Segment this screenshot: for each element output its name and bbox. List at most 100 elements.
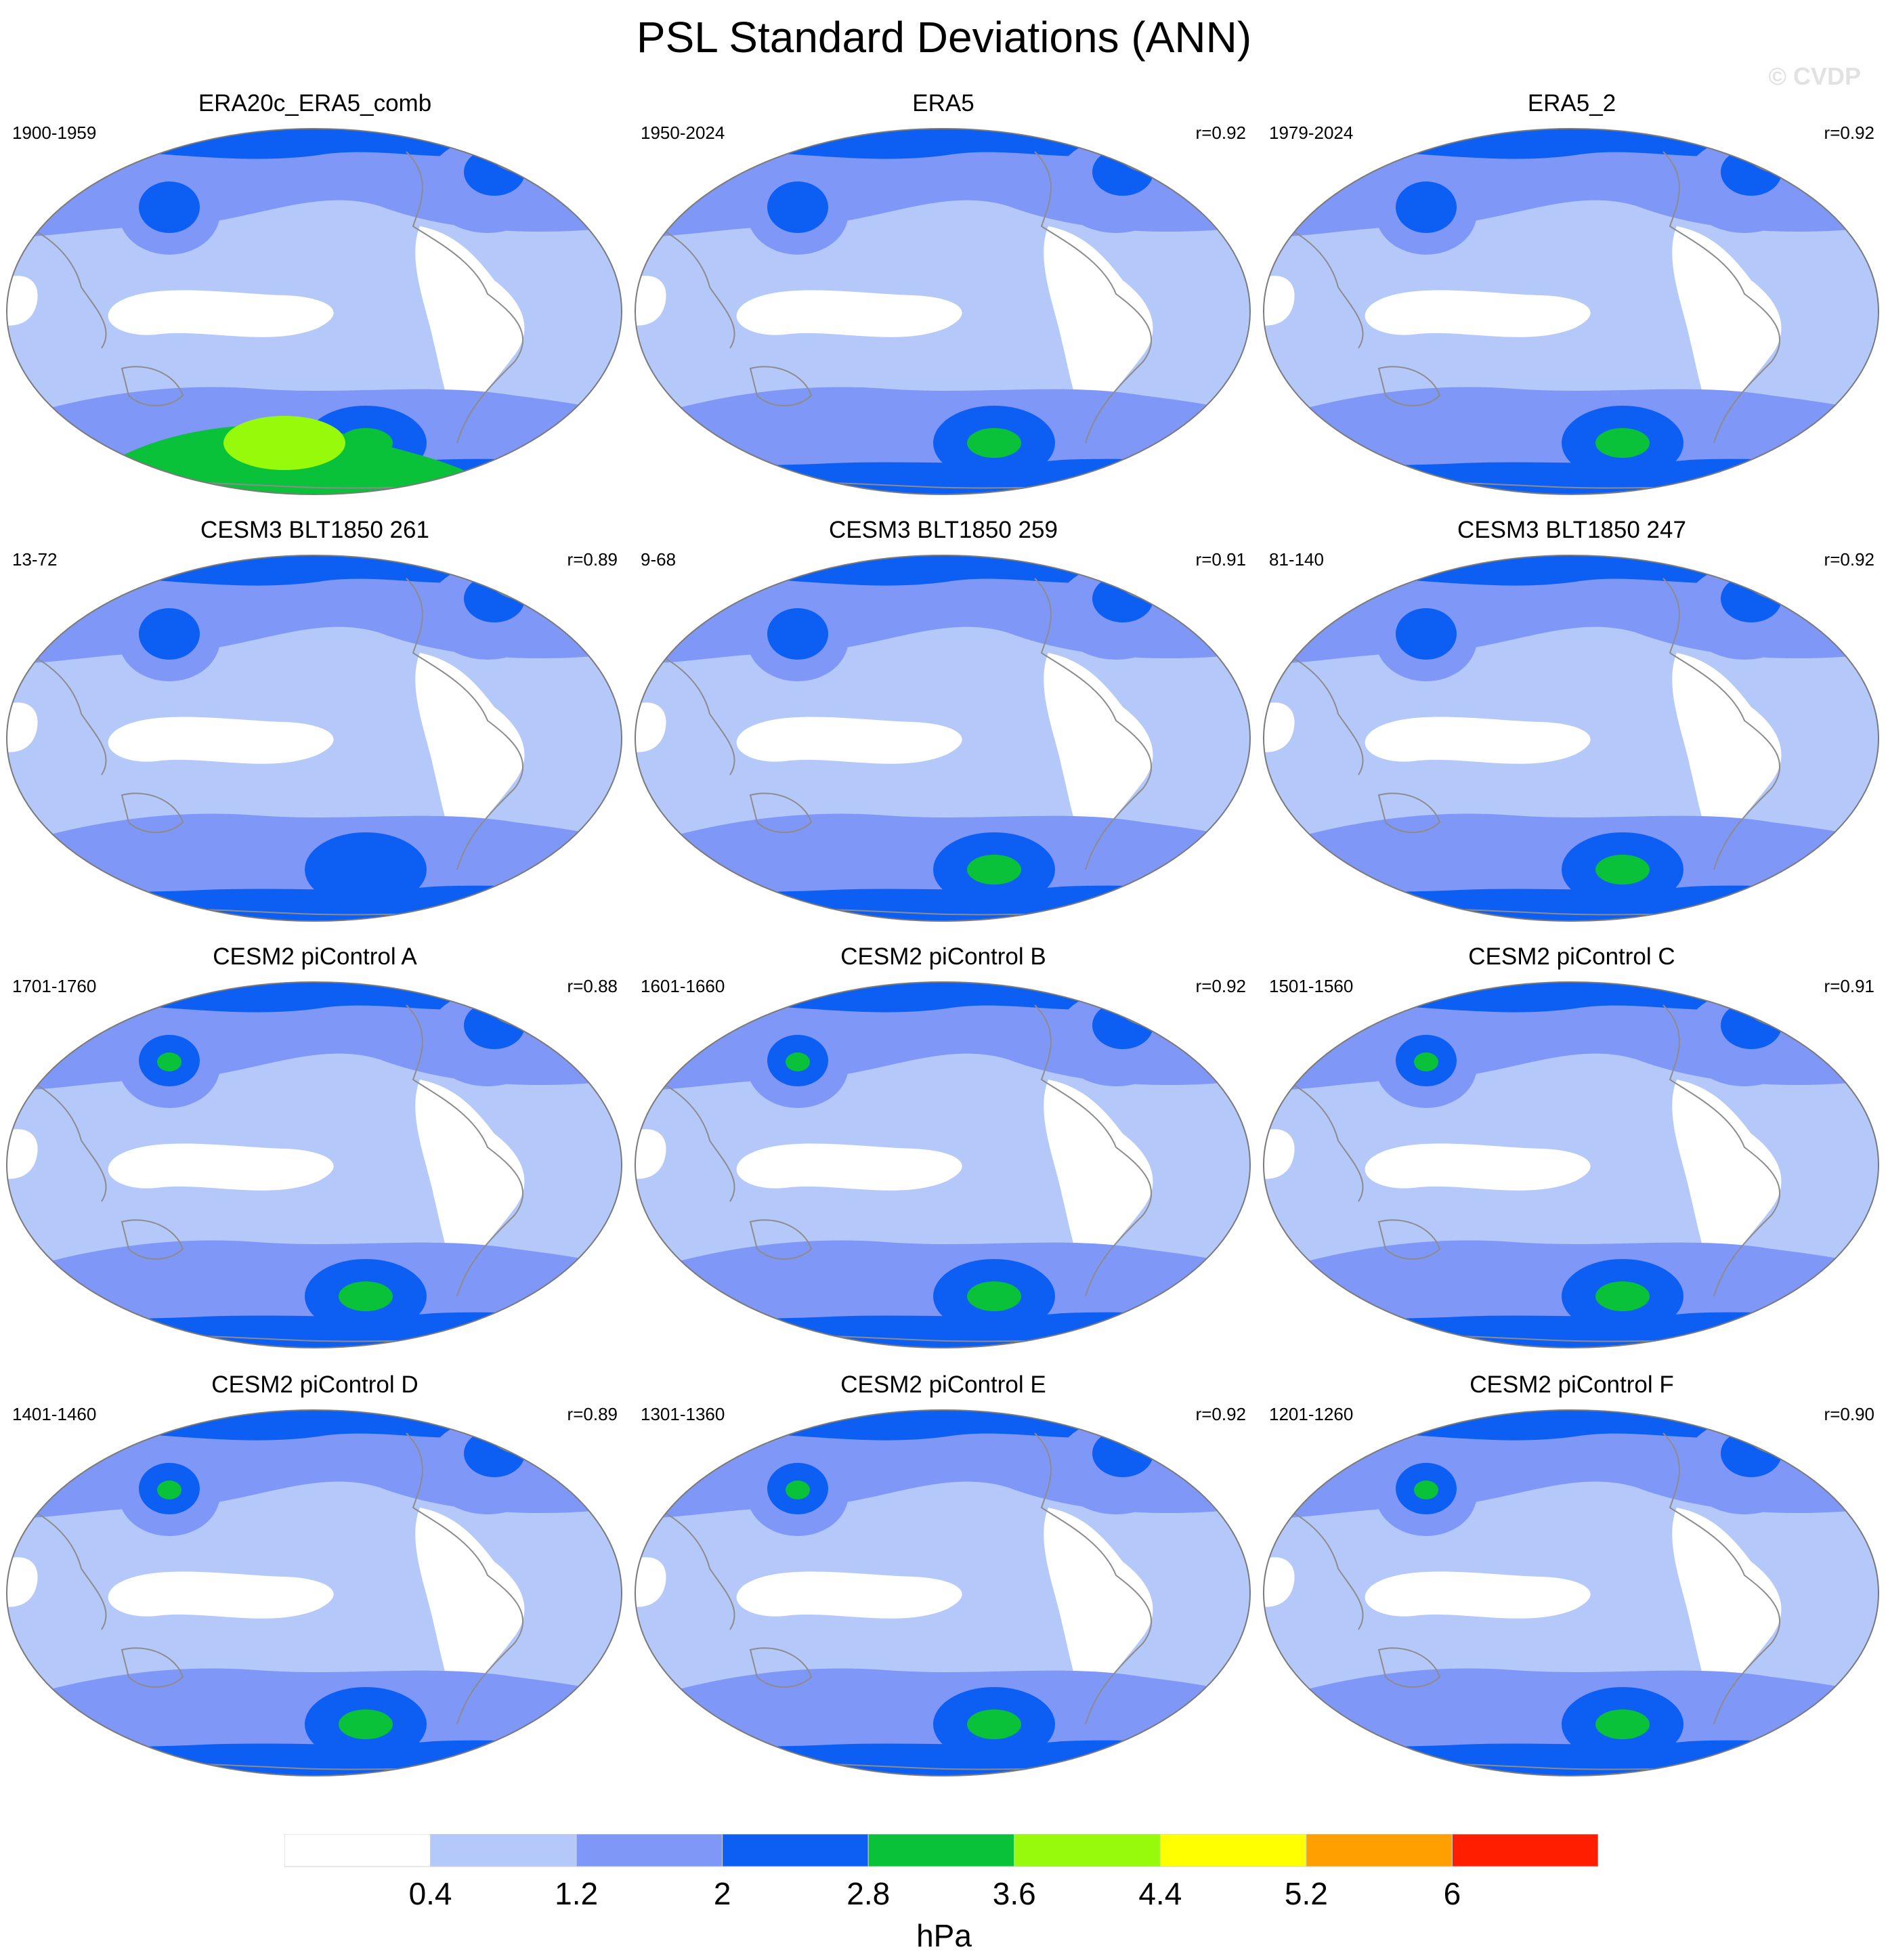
psl-contour-tropical-min (1365, 717, 1591, 764)
panel-title: CESM3 BLT1850 247 (1457, 517, 1686, 543)
psl-contour-amundsen-core (1595, 1709, 1650, 1739)
panel-years: 13-72 (12, 549, 58, 570)
psl-contour-aleutian-low (767, 182, 828, 233)
psl-stddev-map (1263, 555, 1879, 922)
psl-contour-continent-min (415, 653, 525, 856)
psl-contour-aleutian-core (157, 1052, 181, 1071)
psl-contour-tropical-min (1365, 1143, 1591, 1191)
colorbar-swatch (576, 1834, 723, 1867)
psl-contour-tropical-min (108, 1143, 334, 1191)
psl-contour-amundsen-low (305, 832, 427, 907)
psl-stddev-map (6, 1409, 622, 1776)
psl-stddev-map (635, 128, 1251, 495)
psl-contour-tropical-min (736, 717, 962, 764)
colorbar-tick-label: 2.8 (846, 1876, 891, 1911)
colorbar-tick-label: 3.6 (992, 1876, 1036, 1911)
psl-contour-antarctic (1264, 1312, 1879, 1348)
panel-years: 1601-1660 (641, 976, 725, 996)
map-border (6, 1409, 622, 1776)
map-panel: CESM2 piControl E 1301-1360 r=0.92 (628, 1368, 1258, 1792)
psl-contour-continent-min (1044, 1080, 1153, 1283)
psl-stddev-map (1263, 1409, 1879, 1776)
psl-contour-amundsen-core (1595, 428, 1650, 458)
map-panel: CESM2 piControl C 1501-1560 r=0.91 (1257, 940, 1887, 1364)
colorbar-swatch (1451, 1834, 1598, 1867)
panel-years: 1401-1460 (12, 1404, 97, 1424)
panel-title: CESM2 piControl D (211, 1371, 419, 1398)
psl-stddev-map (6, 981, 622, 1348)
colorbar-swatch (284, 1834, 431, 1867)
psl-stddev-map (1263, 128, 1879, 495)
map-panel: CESM3 BLT1850 247 81-140 r=0.92 (1257, 513, 1887, 937)
figure-title: PSL Standard Deviations (ANN) (636, 13, 1252, 62)
colorbar-swatch (1306, 1834, 1453, 1867)
psl-contour-continent-min (1672, 1080, 1782, 1283)
panel-years: 1950-2024 (641, 123, 725, 143)
psl-contour-amundsen-core (967, 428, 1021, 458)
colorbar-tick-label: 4.4 (1138, 1876, 1182, 1911)
panel-years: 1301-1360 (641, 1404, 725, 1424)
psl-contour-antarctic (7, 1312, 622, 1348)
map-panel: CESM3 BLT1850 261 13-72 r=0.89 (0, 513, 630, 937)
map-border (635, 555, 1251, 922)
cvdp-watermark: © CVDP (1768, 62, 1861, 90)
panel-title: CESM3 BLT1850 261 (200, 517, 429, 543)
psl-contour-antarctic (635, 459, 1250, 494)
psl-contour-continent-min (1672, 653, 1782, 856)
psl-contour-tropical-min (108, 717, 334, 764)
map-border (6, 555, 622, 922)
psl-contour-tropical-min (108, 1571, 334, 1619)
panel-pattern-correlation: r=0.88 (567, 976, 618, 996)
psl-contour-continent-min (1044, 1508, 1153, 1711)
psl-contour-antarctic (1264, 885, 1879, 921)
psl-stddev-map (635, 981, 1251, 1348)
psl-contour-continent-min (1044, 226, 1153, 429)
panel-years: 1501-1560 (1269, 976, 1354, 996)
psl-contour-antarctic (635, 1740, 1250, 1776)
psl-contour-antarctic (7, 885, 622, 921)
panel-title: ERA5 (912, 90, 974, 116)
psl-contour-continent-min (415, 1080, 525, 1283)
psl-stddev-map (635, 555, 1251, 922)
psl-contour-aleutian-core (786, 1052, 810, 1071)
psl-stddev-map (635, 1409, 1251, 1776)
psl-contour-aleutian-low (139, 608, 200, 660)
psl-contour-amundsen-core (967, 855, 1021, 885)
psl-contour-amundsen-core (339, 1709, 393, 1739)
psl-contour-continent-min (1672, 1508, 1782, 1711)
psl-contour-amundsen-core (967, 1709, 1021, 1739)
map-border (1263, 555, 1879, 922)
colorbar-tick-label: 5.2 (1284, 1876, 1328, 1911)
map-panel: CESM2 piControl D 1401-1460 r=0.89 (0, 1368, 630, 1792)
map-border (6, 981, 622, 1348)
map-border (635, 1409, 1251, 1776)
psl-stddev-map (6, 555, 622, 922)
map-border (6, 128, 622, 495)
map-panel: CESM2 piControl F 1201-1260 r=0.90 (1257, 1368, 1887, 1792)
panel-title: ERA20c_ERA5_comb (198, 90, 432, 116)
colorbar-tick-label: 6 (1443, 1876, 1461, 1911)
panel-years: 1979-2024 (1269, 123, 1354, 143)
map-panel: ERA5 1950-2024 r=0.92 (628, 87, 1258, 511)
map-border (635, 981, 1251, 1348)
psl-contour-antarctic (635, 1312, 1250, 1348)
map-border (1263, 981, 1879, 1348)
psl-contour-antarctic (7, 1740, 622, 1776)
panel-pattern-correlation: r=0.92 (1824, 123, 1874, 143)
panel-pattern-correlation: r=0.90 (1824, 1404, 1874, 1424)
colorbar-tick-label: 2 (713, 1876, 731, 1911)
panel-title: CESM2 piControl F (1469, 1371, 1674, 1398)
colorbar (284, 1834, 1598, 1867)
psl-stddev-map (6, 128, 622, 495)
map-panel: CESM2 piControl A 1701-1760 r=0.88 (0, 940, 630, 1364)
panel-title: CESM2 piControl E (840, 1371, 1046, 1398)
psl-stddev-map (1263, 981, 1879, 1348)
psl-contour-amundsen-core (1595, 1281, 1650, 1311)
psl-contour-continent-min (415, 226, 525, 429)
psl-contour-tropical-min (108, 290, 334, 337)
panel-title: CESM2 piControl A (213, 943, 417, 970)
psl-contour-amundsen-core (1595, 855, 1650, 885)
map-panel: ERA20c_ERA5_comb 1900-1959 (0, 87, 630, 511)
colorbar-swatch (867, 1834, 1015, 1867)
psl-contour-aleutian-core (1414, 1480, 1438, 1499)
